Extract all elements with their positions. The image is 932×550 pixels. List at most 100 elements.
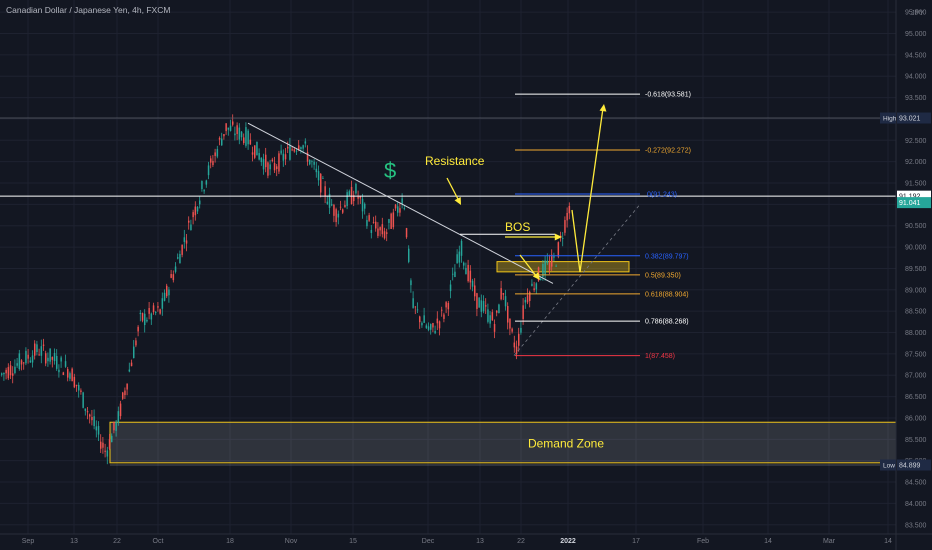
candle-body (397, 206, 399, 213)
candle-body (493, 324, 496, 332)
candle-body (91, 417, 93, 421)
candle-body (324, 186, 326, 197)
y-tick-label: 95.500 (905, 10, 927, 17)
candle-layer (1, 114, 571, 465)
candle-body (412, 298, 414, 308)
resistance-arrowhead (454, 197, 461, 205)
candle-body (364, 203, 366, 209)
fib-level-label: 1(87.458) (645, 353, 675, 360)
candle-body (62, 372, 65, 375)
candle-body (229, 125, 232, 131)
candle-body (247, 130, 249, 145)
candle-body (476, 293, 478, 309)
fib-level-label: 0.786(88.268) (645, 319, 689, 326)
candle-body (155, 312, 157, 313)
candle-body (302, 145, 304, 149)
candle-body (5, 369, 7, 374)
candle-body (447, 302, 450, 310)
candle-body (67, 369, 69, 378)
candle-body (161, 298, 164, 309)
candle-body (353, 195, 355, 202)
y-tick-label: 86.500 (905, 394, 927, 401)
candle-body (287, 146, 289, 149)
candle-body (304, 141, 307, 144)
projection-arrowhead (599, 104, 607, 112)
candle-body (432, 323, 434, 328)
drawing-layer: -0.618(93.581) -0.272(92.272) 0(91.243) 0.3… (0, 92, 896, 466)
candle-body (291, 149, 293, 151)
candle-body (27, 354, 29, 359)
candle-body (256, 141, 258, 156)
zone-layer: Demand Zone (109, 261, 897, 464)
y-tick-label: 92.000 (905, 159, 927, 166)
candle-body (223, 134, 225, 137)
candle-body (89, 414, 91, 417)
candle-body (392, 212, 395, 228)
y-tick-label: 90.500 (905, 223, 927, 230)
candle-body (320, 173, 322, 193)
y-tick-label: 94.000 (905, 74, 927, 81)
candle-body (243, 137, 245, 144)
candle-body (430, 324, 432, 330)
candle-body (179, 253, 181, 264)
grid-layer (0, 0, 896, 534)
candle-body (177, 257, 179, 259)
candle-body (410, 280, 412, 286)
y-tick-label: 87.500 (905, 351, 927, 358)
candle-body (9, 365, 12, 376)
candle-body (284, 154, 287, 160)
candle-body (449, 284, 452, 292)
y-tick-label: 88.000 (905, 330, 927, 337)
candle-body (566, 212, 568, 221)
candle-body (82, 392, 84, 408)
candle-body (122, 392, 124, 399)
candle-body (511, 328, 513, 332)
candle-body (130, 362, 133, 367)
candle-body (546, 260, 549, 264)
candle-body (36, 344, 38, 353)
candle-body (522, 305, 524, 319)
candle-body (478, 297, 480, 308)
candle-body (309, 159, 311, 165)
y-tick-label: 86.000 (905, 415, 927, 422)
candle-body (482, 301, 485, 312)
candle-body (542, 263, 544, 277)
candle-body (471, 280, 474, 287)
candle-body (333, 204, 335, 216)
candle-body (108, 439, 111, 449)
y-tick-label: 83.500 (905, 522, 927, 529)
candle-body (3, 372, 5, 375)
candle-body (49, 348, 51, 362)
candle-body (273, 163, 276, 171)
candle-body (386, 232, 388, 234)
candle-body (144, 313, 146, 326)
candle-body (163, 292, 166, 301)
x-tick-label: Mar (823, 538, 836, 545)
y-tick-label: 93.500 (905, 95, 927, 102)
candle-body (58, 369, 60, 373)
candle-body (128, 369, 131, 372)
x-tick-label: 17 (632, 538, 640, 545)
candle-body (183, 237, 186, 242)
candle-body (7, 367, 10, 379)
candle-body (328, 193, 331, 208)
candle-body (100, 441, 102, 449)
chart-title: Canadian Dollar / Japanese Yen, 4h, FXCM (6, 5, 171, 15)
candle-body (146, 319, 148, 322)
candle-body (14, 366, 16, 373)
x-tick-label: 18 (226, 538, 234, 545)
candle-body (443, 314, 445, 319)
candle-body (12, 373, 14, 376)
candle-body (394, 204, 397, 209)
candle-body (216, 149, 219, 157)
candle-body (221, 138, 223, 146)
candle-body (438, 321, 441, 329)
fib-level-label: 0.5(89.350) (645, 272, 681, 279)
candle-body (313, 161, 315, 165)
candle-body (119, 403, 122, 417)
candle-body (18, 353, 21, 370)
candle-body (71, 368, 73, 382)
candle-body (214, 152, 216, 156)
